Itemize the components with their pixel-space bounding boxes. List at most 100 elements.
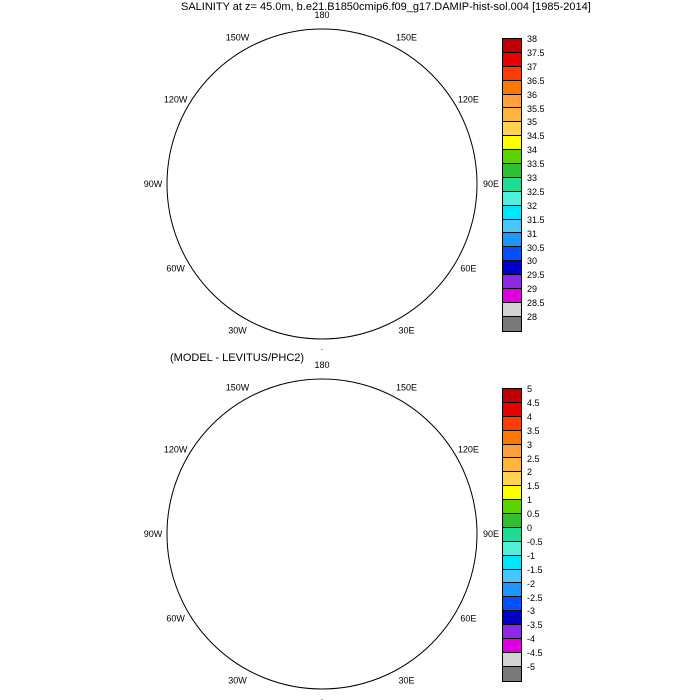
colorbar-swatch xyxy=(503,500,521,515)
colorbar-tick-label: 3.5 xyxy=(527,425,540,436)
colorbar-tick-label: 0.5 xyxy=(527,509,540,520)
land-n_america xyxy=(167,414,302,594)
colorbar-swatch xyxy=(503,389,521,403)
meridian-line xyxy=(188,457,322,535)
colorbar-swatch xyxy=(503,275,521,290)
colorbar-tick-label: 36.5 xyxy=(527,75,545,86)
colorbar-tick-label: 34 xyxy=(527,145,538,156)
low-salinity-patch xyxy=(187,552,202,579)
colorbar-swatch xyxy=(503,39,521,53)
colorbar-swatch xyxy=(503,458,521,473)
latitude-circle xyxy=(220,432,425,637)
longitude-label: 30E xyxy=(398,675,414,685)
longitude-label: 90E xyxy=(483,529,499,539)
longitude-label: 120W xyxy=(164,445,188,455)
difference-map-panel: 180 150E 120E 90E 60E 30E 0 30W 60W 90W 120W 150W 5… xyxy=(0,350,700,700)
polar-map: 180 150E 120E 90E 60E 30E 0 30W 60W 90W 120W 150W xyxy=(144,360,499,700)
colorbar-tick-label: 31 xyxy=(527,228,538,239)
colorbar-tick-label: 35.5 xyxy=(527,103,545,114)
meridian-line xyxy=(322,107,456,185)
colorbar-swatch xyxy=(503,122,521,137)
colorbar-swatch xyxy=(503,94,521,109)
colorbar-tick-label: -3.5 xyxy=(527,620,543,631)
low-salinity-patch xyxy=(222,504,240,522)
colorbar-swatch xyxy=(503,652,521,667)
ocean-field xyxy=(162,374,482,694)
colorbar-tick-label: 30 xyxy=(527,256,538,267)
colorbar-swatch xyxy=(503,316,521,331)
land-iceland xyxy=(294,656,327,674)
land-eurasia xyxy=(332,394,467,682)
colorbar-swatch xyxy=(503,164,521,178)
colorbar-tick-label: 37 xyxy=(527,61,538,72)
longitude-label: 150W xyxy=(226,383,250,393)
hudson-bay-field xyxy=(172,159,202,204)
colorbar-swatch xyxy=(503,205,521,220)
colorbar-swatch xyxy=(503,666,521,681)
colorbar-swatch xyxy=(503,247,521,262)
colorbar-swatch xyxy=(503,625,521,640)
longitude-label: 60E xyxy=(460,264,476,274)
colorbar-tick-label: -4.5 xyxy=(527,648,543,659)
colorbar xyxy=(502,38,522,332)
low-salinity-patch xyxy=(222,154,240,172)
contour-line xyxy=(272,184,382,204)
land-svalbard xyxy=(330,226,348,244)
colorbar-swatch xyxy=(503,472,521,487)
colorbar-swatch xyxy=(503,430,521,445)
colorbar xyxy=(502,388,522,682)
colorbar-tick-label: 4 xyxy=(527,411,533,422)
colorbar-tick-label: 1.5 xyxy=(527,481,540,492)
colorbar-swatch xyxy=(503,402,521,417)
longitude-label: 0 xyxy=(319,698,324,700)
map-field xyxy=(162,24,482,344)
land-greenland xyxy=(227,184,317,264)
meridian-line xyxy=(322,50,400,184)
panel-2-title: (MODEL - LEVITUS/PHC2) xyxy=(170,352,305,364)
colorbar-tick-label: 35 xyxy=(527,117,538,128)
colorbar-tick-label: 2 xyxy=(527,467,533,478)
meridian-line xyxy=(322,534,456,612)
longitude-label: 120E xyxy=(458,445,479,455)
colorbar-tick-label: -5 xyxy=(527,662,536,672)
longitude-label: 120W xyxy=(164,95,188,105)
colorbar-tick-label: 2.5 xyxy=(527,453,540,464)
atlantic-inflow-field xyxy=(222,254,377,334)
land-eurasia xyxy=(332,44,467,332)
colorbar-swatch xyxy=(503,541,521,556)
colorbar-tick-label: 28 xyxy=(527,312,538,322)
colorbar-swatch xyxy=(503,569,521,584)
atlantic-core-field xyxy=(232,634,362,684)
meridian-line xyxy=(245,400,323,534)
colorbar-tick-label: 1 xyxy=(527,495,533,506)
land-arch xyxy=(222,129,302,189)
low-salinity-patch xyxy=(187,202,202,229)
atlantic-inflow-field xyxy=(202,224,392,334)
colorbar-tick-label: 34.5 xyxy=(527,131,545,142)
land-svalbard xyxy=(330,576,348,594)
colorbar-tick-label: 28.5 xyxy=(527,298,545,309)
colorbar-tick-label: 33.5 xyxy=(527,159,545,170)
land-greenland xyxy=(227,534,317,614)
colorbar-swatch xyxy=(503,219,521,234)
latitude-circle xyxy=(271,133,373,235)
longitude-label: 30W xyxy=(228,675,247,685)
map-border xyxy=(166,28,478,340)
longitude-label: 60W xyxy=(166,264,185,274)
colorbar-tick-label: 36 xyxy=(527,89,538,100)
longitude-label: 90E xyxy=(483,179,499,189)
meridian-line xyxy=(322,184,400,318)
arctic-basin-field xyxy=(257,404,397,599)
arctic-basin-field xyxy=(257,54,397,249)
colorbar-swatch xyxy=(503,486,521,501)
colorbar-swatch xyxy=(503,177,521,192)
colorbar-swatch xyxy=(503,302,521,317)
colorbar-tick-label: 33 xyxy=(527,173,538,183)
colorbar-tick-label: -1.5 xyxy=(527,564,543,575)
land-iceland xyxy=(294,306,327,324)
colorbar-swatch xyxy=(503,514,521,528)
colorbar-swatch xyxy=(503,108,521,123)
colorbar-swatch xyxy=(503,597,521,612)
positive-anomaly-patch xyxy=(274,456,314,492)
map-field xyxy=(162,374,482,694)
